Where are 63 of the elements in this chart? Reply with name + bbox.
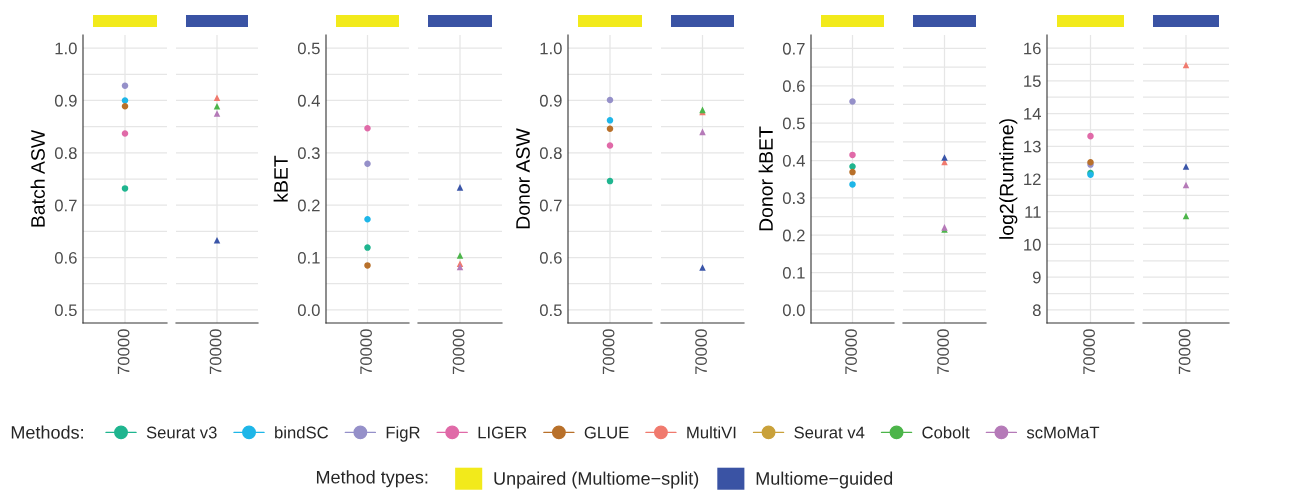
y-axis-title: log2(Runtime) xyxy=(999,119,1018,239)
y-tick-label: 9 xyxy=(1032,271,1041,284)
x-tick-label: 70000 xyxy=(845,329,857,375)
legend-label: Seurat v4 xyxy=(794,426,865,439)
y-tick-label: 0.9 xyxy=(539,94,562,107)
y-tick-label: 0.0 xyxy=(782,304,805,317)
y-tick-label: 0.6 xyxy=(54,251,77,264)
y-axis-title: Batch ASW xyxy=(30,129,45,227)
y-tick-label: 1.0 xyxy=(540,42,562,55)
legend-label: FigR xyxy=(386,426,420,442)
y-tick-label: 16 xyxy=(1024,42,1041,55)
y-axis-title: Donor ASW xyxy=(516,128,530,229)
y-tick-label: 0.8 xyxy=(539,147,562,160)
text: Method types: xyxy=(316,470,428,488)
y-tick-label: 0.5 xyxy=(297,42,320,55)
legend-label: Cobolt xyxy=(922,426,970,439)
y-tick-label: 11 xyxy=(1025,206,1041,218)
y-tick-label: 0.1 xyxy=(782,266,805,279)
y-tick-label: 0.5 xyxy=(54,304,77,317)
x-tick-label: 70000 xyxy=(209,329,222,375)
y-tick-label: 8 xyxy=(1032,304,1041,317)
x-tick-label: 70000 xyxy=(452,329,465,375)
y-tick-label: 10 xyxy=(1024,238,1041,251)
y-tick-label: 13 xyxy=(1024,140,1041,153)
y-tick-label: 0.7 xyxy=(782,42,805,55)
y-tick-label: 1.0 xyxy=(55,42,77,55)
x-tick-label: 70000 xyxy=(695,329,707,375)
y-tick-label: 0.4 xyxy=(297,94,320,107)
legend-label: LIGER xyxy=(478,426,527,439)
y-tick-label: 0.3 xyxy=(297,147,320,160)
y-tick-label: 0.2 xyxy=(297,199,320,212)
y-tick-label: 0.7 xyxy=(54,199,77,212)
y-tick-label: 0.3 xyxy=(782,192,805,205)
y-tick-label: 0.6 xyxy=(539,251,562,264)
category-label: Multiome−guided xyxy=(756,471,893,489)
y-axis-title: kBET xyxy=(273,155,288,202)
y-tick-label: 0.4 xyxy=(782,154,805,167)
y-tick-label: 0.8 xyxy=(54,147,77,160)
legend-label: scMoMaT xyxy=(1026,426,1100,439)
y-tick-label: 0.5 xyxy=(539,304,562,317)
legend-label: Seurat v3 xyxy=(146,426,217,439)
y-tick-label: 0.5 xyxy=(782,117,805,130)
legend-label: bindSC xyxy=(275,426,329,439)
legend-label: GLUE xyxy=(584,426,629,439)
y-tick-label: 15 xyxy=(1024,75,1041,88)
y-tick-label: 14 xyxy=(1024,108,1041,120)
y-tick-label: 0.6 xyxy=(782,80,805,92)
x-tick-label: 70000 xyxy=(602,329,615,375)
y-tick-label: 0.2 xyxy=(782,229,805,242)
y-tick-label: 0.9 xyxy=(54,94,77,107)
x-tick-label: 70000 xyxy=(937,329,949,375)
x-tick-label: 70000 xyxy=(1178,329,1191,375)
legend-title: Methods: xyxy=(11,425,83,439)
y-tick-label: 0.1 xyxy=(297,251,320,264)
x-tick-label: 70000 xyxy=(117,329,130,375)
x-tick-label: 70000 xyxy=(1083,329,1095,375)
y-tick-label: 0.0 xyxy=(297,304,320,317)
category-label: Unpaired (Multiome−split) xyxy=(494,471,699,489)
y-tick-label: 0.7 xyxy=(539,199,562,212)
y-axis-title: Donor kBET xyxy=(758,126,773,231)
y-tick-label: 12 xyxy=(1024,173,1041,186)
x-tick-label: 70000 xyxy=(360,329,372,375)
legend-label: MultiVI xyxy=(687,426,736,439)
